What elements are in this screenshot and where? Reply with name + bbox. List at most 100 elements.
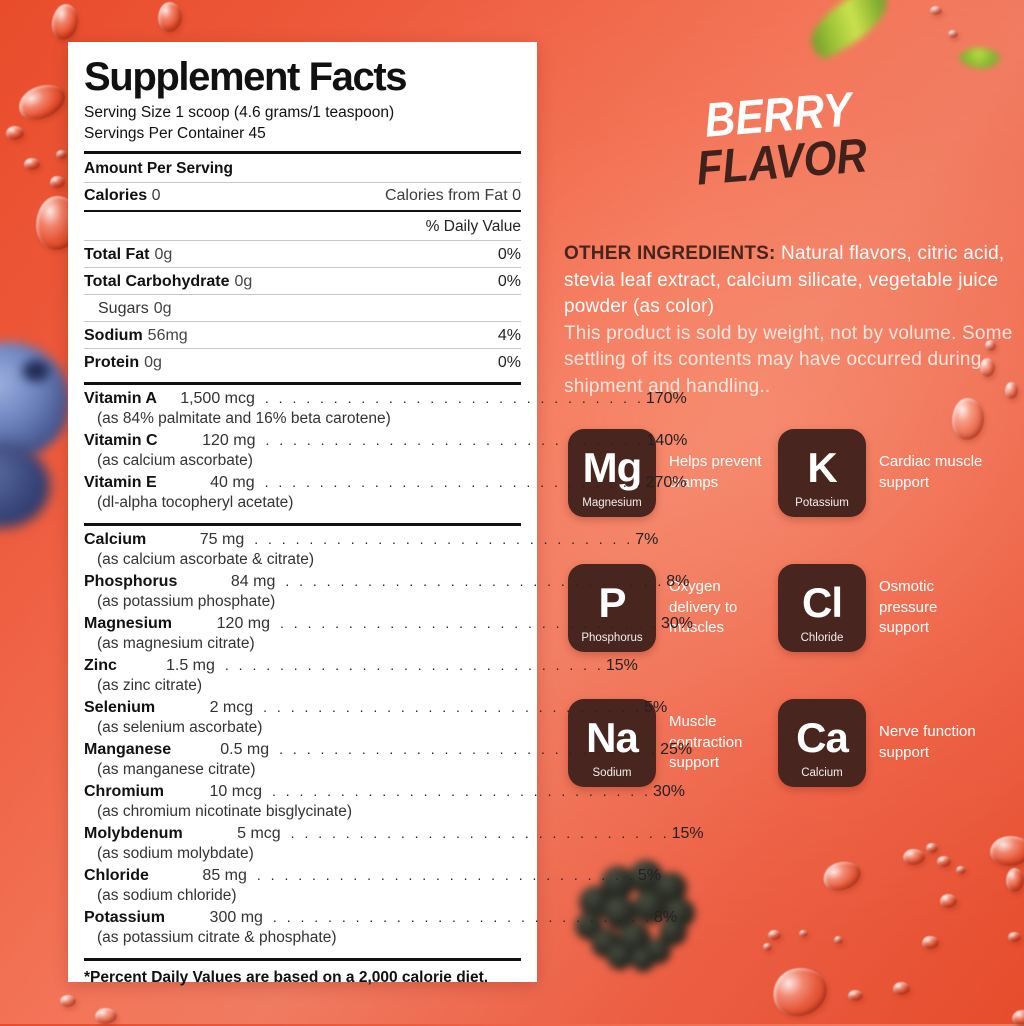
nutrient-source-note: (as zinc citrate) bbox=[97, 677, 203, 695]
nutrient-row: Total Carbohydrate 0g 0% bbox=[84, 268, 521, 295]
water-droplet-decoration bbox=[956, 866, 966, 874]
footnote-section: *Percent Daily Values are based on a 2,0… bbox=[84, 951, 521, 989]
nutrient-row: Phosphorus 84 mg 8% (as potassium phosph… bbox=[84, 571, 689, 613]
dot-leader bbox=[254, 529, 633, 550]
element-benefit-text: Helps prevent cramps bbox=[669, 453, 762, 491]
section-divider bbox=[84, 210, 521, 212]
nutrient-name: Total Fat bbox=[84, 246, 150, 263]
water-droplet-decoration bbox=[848, 990, 863, 1001]
nutrient-amount: 56mg bbox=[147, 327, 188, 344]
nutrient-row: Total Fat 0g 0% bbox=[84, 241, 521, 268]
water-droplet-decoration bbox=[50, 176, 65, 188]
nutrient-daily-value: 7% bbox=[635, 531, 659, 548]
daily-value-footnote: *Percent Daily Values are based on a 2,0… bbox=[84, 969, 489, 986]
nutrient-source-note: (as calcium ascorbate & citrate) bbox=[97, 551, 315, 569]
nutrient-amount: 120 mg bbox=[216, 615, 271, 632]
water-droplet-decoration bbox=[922, 936, 939, 949]
nutrient-source-note: (dl-alpha tocopheryl acetate) bbox=[97, 494, 294, 512]
flavor-headline: BERRY FLAVOR bbox=[649, 82, 912, 196]
nutrient-row: Selenium 2 mcg 5% (as selenium ascorbate… bbox=[84, 697, 667, 739]
nutrient-daily-value: 8% bbox=[666, 573, 690, 590]
nutrient-name: Manganese bbox=[84, 741, 172, 758]
nutrient-row: Protein 0g 0% bbox=[84, 349, 521, 375]
nutrient-daily-value: 4% bbox=[497, 327, 521, 344]
nutrient-daily-value: 5% bbox=[644, 699, 668, 716]
row-divider bbox=[84, 182, 521, 183]
nutrient-name: Sodium bbox=[84, 327, 143, 344]
element-card: K Potassium Cardiac muscle support bbox=[778, 429, 988, 517]
element-name: Chloride bbox=[800, 632, 844, 644]
water-droplet-decoration bbox=[95, 1008, 117, 1024]
nutrient-name: Calcium bbox=[84, 531, 147, 548]
nutrient-source-note: (as sodium molybdate) bbox=[97, 845, 254, 863]
water-droplet-decoration bbox=[769, 963, 831, 1021]
water-droplet-decoration bbox=[49, 2, 81, 42]
water-droplet-decoration bbox=[60, 995, 76, 1007]
element-tile: Ca Calcium bbox=[778, 699, 866, 787]
nutrient-source-note: (as calcium ascorbate) bbox=[97, 452, 253, 470]
macronutrient-rows: Total Fat 0g 0% Total Carbohydrate 0g 0%… bbox=[84, 241, 521, 375]
nutrient-name: Potassium bbox=[84, 909, 165, 926]
element-benefit-text: Cardiac muscle support bbox=[879, 453, 983, 491]
nutrient-name: Selenium bbox=[84, 699, 156, 716]
element-benefit-text: Muscle contraction support bbox=[669, 712, 743, 772]
calories-from-fat: Calories from Fat 0 bbox=[384, 187, 521, 204]
nutrient-name: Vitamin C bbox=[84, 432, 158, 449]
other-ingredients-block: OTHER INGREDIENTS: Natural flavors, citr… bbox=[564, 241, 1018, 401]
nutrient-source-note: (as 84% palmitate and 16% beta carotene) bbox=[97, 410, 391, 428]
water-droplet-decoration bbox=[893, 982, 910, 995]
water-droplet-decoration bbox=[930, 6, 942, 15]
nutrient-name: Vitamin E bbox=[84, 474, 157, 491]
water-droplet-decoration bbox=[990, 836, 1024, 866]
water-droplet-decoration bbox=[940, 894, 957, 908]
section-divider bbox=[84, 523, 521, 526]
nutrient-row: Vitamin E 40 mg 270% (dl-alpha tocophery… bbox=[84, 472, 686, 514]
nutrient-row: Vitamin A 1,500 mcg 170% (as 84% palmita… bbox=[84, 388, 687, 430]
nutrient-source-note: (as potassium phosphate) bbox=[97, 593, 276, 611]
element-benefit-text: Oxygen delivery to muscles bbox=[669, 577, 738, 637]
water-droplet-decoration bbox=[952, 398, 984, 440]
other-ingredients-label: OTHER INGREDIENTS: bbox=[564, 243, 776, 264]
water-droplet-decoration bbox=[24, 158, 40, 170]
element-name: Phosphorus bbox=[581, 632, 643, 644]
water-droplet-decoration bbox=[948, 30, 958, 38]
nutrient-amount: 40 mg bbox=[210, 474, 255, 491]
dot-leader bbox=[272, 781, 651, 802]
blackberry-drupelet bbox=[631, 948, 655, 972]
nutrient-daily-value: 8% bbox=[653, 909, 677, 926]
nutrient-source-note: (as sodium chloride) bbox=[97, 887, 237, 905]
nutrient-daily-value: 30% bbox=[652, 783, 685, 800]
nutrient-amount: 84 mg bbox=[230, 573, 276, 590]
nutrient-amount: 85 mg bbox=[202, 867, 247, 884]
element-name: Calcium bbox=[801, 767, 843, 779]
water-droplet-decoration bbox=[980, 358, 995, 377]
blackberry-drupelet bbox=[607, 944, 633, 970]
element-tile: Cl Chloride bbox=[778, 564, 866, 652]
section-divider bbox=[84, 382, 521, 385]
nutrient-daily-value: 270% bbox=[645, 474, 687, 491]
water-droplet-decoration bbox=[1012, 1010, 1024, 1026]
nutrient-source-note: (as manganese citrate) bbox=[97, 761, 256, 779]
dot-leader bbox=[291, 823, 670, 844]
element-benefit-text: Nerve function support bbox=[879, 723, 976, 761]
nutrient-daily-value: 15% bbox=[671, 825, 704, 842]
calories-row: Calories 0 Calories from Fat 0 bbox=[84, 183, 521, 210]
water-droplet-decoration bbox=[820, 857, 864, 895]
nutrient-row: Sodium 56mg 4% bbox=[84, 322, 521, 349]
nutrient-name: Molybdenum bbox=[84, 825, 183, 842]
sold-by-weight-note: This product is sold by weight, not by v… bbox=[564, 322, 1013, 397]
element-card: Ca Calcium Nerve function support bbox=[778, 699, 988, 787]
nutrient-amount: 0.5 mg bbox=[220, 741, 270, 758]
blueberry-decoration bbox=[0, 444, 50, 528]
element-name: Magnesium bbox=[582, 497, 642, 509]
nutrient-row: Molybdenum 5 mcg 15% (as sodium molybdat… bbox=[84, 823, 704, 865]
nutrient-name: Phosphorus bbox=[84, 573, 178, 590]
nutrient-daily-value: 0% bbox=[497, 273, 521, 290]
water-droplet-decoration bbox=[1008, 932, 1021, 942]
nutrient-name: Protein bbox=[84, 354, 140, 371]
water-droplet-decoration bbox=[985, 340, 996, 351]
water-droplet-decoration bbox=[926, 843, 938, 853]
water-droplet-decoration bbox=[799, 930, 808, 937]
nutrient-amount: 75 mg bbox=[199, 531, 245, 548]
nutrient-row: Zinc 1.5 mg 15% (as zinc citrate) bbox=[84, 655, 638, 697]
